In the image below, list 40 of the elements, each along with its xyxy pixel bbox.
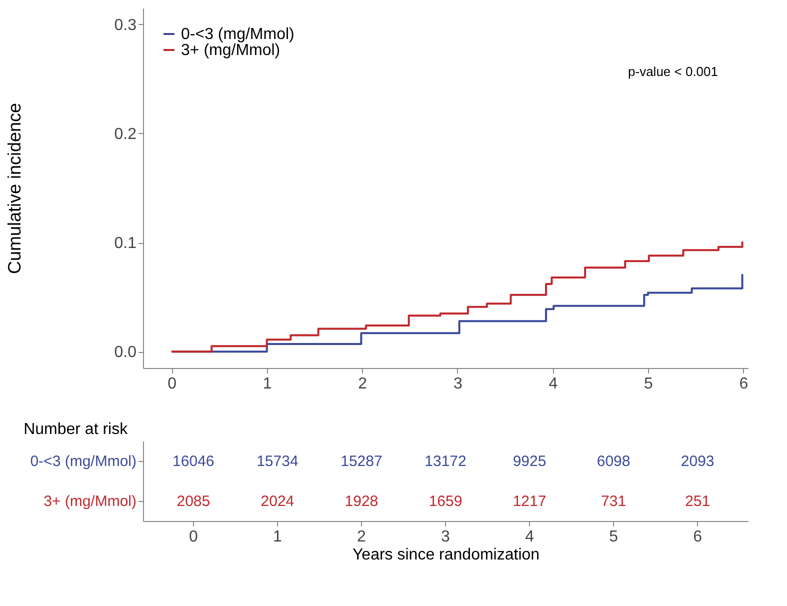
x-tick-label: 0 — [168, 376, 177, 392]
y-tick-label: 0-<3 (mg/Mmol) — [30, 453, 136, 470]
data-label: 1928 — [344, 493, 378, 510]
data-label: 1659 — [428, 493, 462, 510]
data-label: 1217 — [512, 493, 546, 510]
x-tick-label: 4 — [548, 376, 558, 392]
x-tick-label: 3 — [441, 528, 450, 546]
x-tick-label: 6 — [739, 376, 748, 392]
data-label: 2024 — [260, 493, 294, 510]
annotation: p-value < 0.001 — [628, 64, 718, 79]
y-tick-label: 0.0 — [114, 344, 137, 362]
y-axis-title: Cumulative incidence — [4, 102, 24, 274]
legend-label: 3+ (mg/Mmol) — [181, 42, 280, 59]
x-tick-label: 1 — [272, 528, 282, 546]
x-tick-label: 6 — [693, 528, 702, 546]
x-tick-label: 0 — [188, 528, 198, 546]
y-tick-label: 0.2 — [114, 126, 137, 143]
y-tick-label: 0.1 — [114, 235, 137, 252]
y-tick-label: 0.3 — [114, 16, 137, 34]
data-label: 6098 — [596, 453, 630, 470]
data-label: 9925 — [512, 453, 546, 470]
x-tick-label: 5 — [609, 528, 618, 546]
data-label: 16046 — [172, 453, 214, 470]
x-tick-label: 4 — [525, 528, 534, 546]
chart-title: Number at risk — [24, 421, 129, 438]
x-axis-title: Years since randomization — [352, 546, 540, 564]
x-tick-label: 5 — [644, 376, 654, 392]
x-tick-label: 2 — [358, 376, 368, 392]
data-label: 731 — [601, 493, 626, 510]
data-label: 13172 — [424, 453, 466, 470]
data-label: 251 — [685, 493, 710, 510]
data-label: 2085 — [176, 493, 210, 510]
legend-label: 0-<3 (mg/Mmol) — [181, 26, 294, 43]
data-label: 15734 — [256, 453, 298, 470]
x-tick-label: 2 — [357, 528, 366, 546]
data-label: 15287 — [340, 453, 382, 470]
x-tick-label: 3 — [453, 376, 462, 392]
y-tick-label: 3+ (mg/Mmol) — [44, 493, 136, 510]
x-tick-label: 1 — [262, 376, 272, 392]
data-label: 2093 — [680, 453, 714, 470]
